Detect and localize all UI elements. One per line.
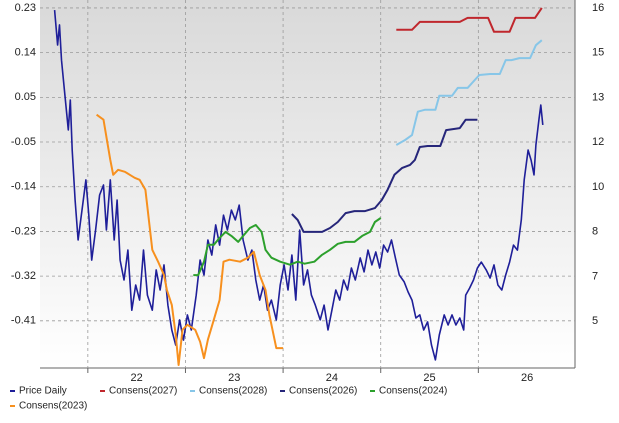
y2-tick-label: 8 (592, 226, 598, 238)
x-tick-label: 23 (228, 372, 240, 384)
y-tick-label: 0.14 (15, 47, 36, 59)
series-line (396, 7, 543, 33)
y2-tick-label: 10 (592, 181, 604, 193)
y2-tick-label: 5 (592, 315, 598, 327)
legend-label: Consens(2024) (379, 386, 447, 397)
legend-label: Consens(2028) (199, 386, 267, 397)
legend-label: Consens(2023) (19, 401, 87, 412)
y-tick-label: -0.14 (11, 181, 36, 193)
y-tick-label: -0.41 (11, 315, 36, 327)
legend-label: Price Daily (19, 386, 67, 397)
y2-tick-label: 12 (592, 136, 604, 148)
y2-tick-label: 15 (592, 47, 604, 59)
series-line (395, 39, 543, 146)
series-line (96, 113, 284, 366)
y2-tick-label: 7 (592, 270, 598, 282)
y-tick-label: -0.05 (11, 136, 36, 148)
x-tick-label: 25 (423, 372, 435, 384)
legend-label: Consens(2026) (289, 386, 357, 397)
y-tick-label: 0.23 (15, 2, 36, 14)
series-line (193, 217, 382, 277)
plot-area (40, 0, 575, 368)
y-tick-label: -0.32 (11, 270, 36, 282)
x-tick-label: 26 (521, 372, 533, 384)
series-line (53, 10, 544, 361)
x-tick-label: 24 (326, 372, 338, 384)
series-line (291, 118, 478, 233)
y-tick-label: 0.05 (15, 91, 36, 103)
y2-tick-label: 16 (592, 2, 604, 14)
legend-label: Consens(2027) (109, 386, 177, 397)
y2-tick-label: 13 (592, 91, 604, 103)
y-tick-label: -0.23 (11, 225, 36, 237)
x-tick-label: 22 (131, 372, 143, 384)
